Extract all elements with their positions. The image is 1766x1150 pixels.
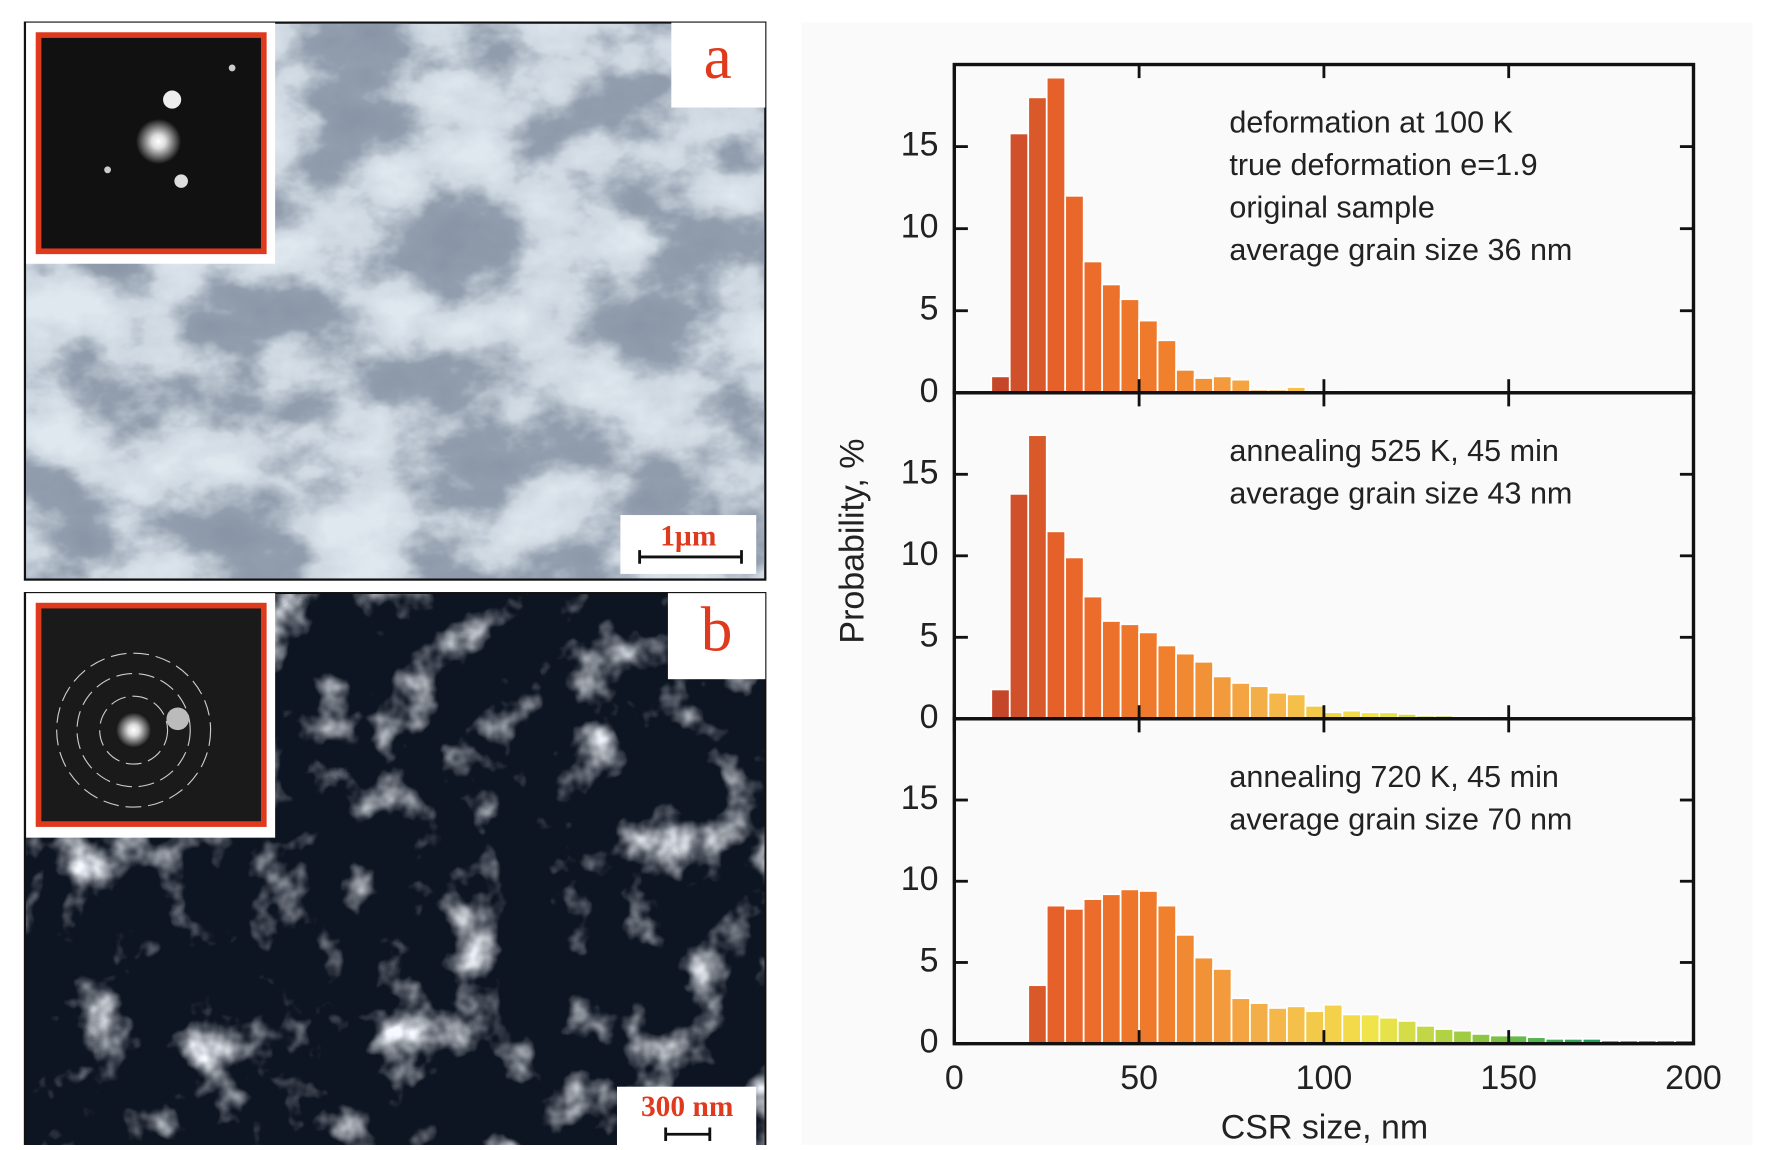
bar: [1175, 652, 1196, 720]
bar: [1008, 132, 1030, 394]
bar: [1212, 675, 1233, 720]
bar: [1082, 898, 1104, 1045]
y-tick-label: 5: [920, 616, 939, 654]
y-tick-label: 15: [901, 126, 939, 164]
bar: [1138, 890, 1159, 1045]
micrograph-b: b 300 nm: [23, 592, 767, 1150]
annotation: average grain size 70 nm: [1229, 802, 1572, 836]
bar: [1212, 968, 1233, 1045]
bar: [1415, 1024, 1436, 1045]
bar: [1156, 644, 1177, 720]
bar: [1101, 620, 1122, 720]
bar: [1045, 530, 1067, 720]
annotation: annealing 720 K, 45 min: [1229, 760, 1558, 794]
bar: [1433, 1028, 1455, 1045]
bar: [1138, 319, 1159, 394]
y-axis-label: Probability, %: [834, 439, 872, 644]
bar: [1027, 96, 1048, 394]
bar: [990, 688, 1011, 720]
bar: [1378, 1016, 1399, 1045]
annotation: average grain size 36 nm: [1229, 233, 1572, 267]
bar: [1452, 1029, 1473, 1045]
bar: [1082, 595, 1104, 720]
bar: [1101, 283, 1122, 394]
bar: [1286, 693, 1307, 720]
bar: [1138, 631, 1159, 720]
bar: [1156, 904, 1177, 1045]
bar: [1193, 660, 1214, 720]
bar: [1193, 377, 1214, 394]
bar: [1341, 1013, 1362, 1045]
bar: [1101, 893, 1122, 1045]
bar: [990, 375, 1011, 394]
y-tick-label: 15: [901, 779, 939, 817]
scale-bar-label: 300 nm: [641, 1091, 733, 1123]
annotation: true deformation e=1.9: [1229, 148, 1537, 182]
bar: [1286, 1005, 1307, 1045]
bar: [1045, 904, 1067, 1045]
annotation: original sample: [1229, 190, 1434, 224]
y-tick-label: 0: [920, 1023, 939, 1061]
x-tick-label: 0: [945, 1059, 964, 1097]
bar: [1323, 1003, 1344, 1045]
bar: [1064, 194, 1085, 394]
bar: [1064, 908, 1085, 1045]
bar: [1082, 260, 1104, 394]
bar: [1027, 984, 1048, 1045]
bar: [1267, 691, 1288, 720]
annotation: average grain size 43 nm: [1229, 476, 1572, 510]
bar: [1249, 1002, 1270, 1045]
bar: [1396, 1020, 1418, 1045]
bar: [1045, 76, 1067, 394]
bar: [1008, 493, 1030, 720]
bar: [1175, 934, 1196, 1045]
bar: [1212, 375, 1233, 394]
y-tick-label: 10: [901, 208, 939, 246]
y-tick-label: 15: [901, 453, 939, 491]
panel-label: b: [701, 595, 733, 665]
bar: [1175, 368, 1196, 394]
panel-label: a: [704, 22, 732, 92]
bar: [1304, 704, 1325, 720]
y-tick-label: 0: [920, 372, 939, 410]
bar: [1119, 298, 1140, 394]
y-tick-label: 5: [920, 941, 939, 979]
histograms: 0 5 10 15 deformation at 100 K true deformati…: [834, 62, 1722, 1147]
y-tick-label: 10: [901, 860, 939, 898]
bar: [1360, 1013, 1381, 1045]
bar: [1193, 956, 1214, 1045]
x-tick-label: 100: [1296, 1059, 1353, 1097]
x-tick-label: 50: [1120, 1059, 1158, 1097]
bar: [1119, 888, 1140, 1045]
y-tick-label: 0: [920, 698, 939, 736]
bar: [1119, 623, 1140, 720]
bar: [1230, 997, 1251, 1045]
scale-bar-label: 1µm: [660, 521, 716, 553]
x-tick-label: 200: [1665, 1059, 1722, 1097]
bar: [1249, 685, 1270, 720]
annotation: deformation at 100 K: [1229, 106, 1513, 140]
y-tick-label: 5: [920, 290, 939, 328]
bar: [1156, 339, 1177, 394]
x-axis-label: CSR size, nm: [1221, 1109, 1428, 1145]
bar: [1304, 1010, 1325, 1045]
micrograph-a: a 1µm: [23, 21, 767, 581]
bar: [1267, 1007, 1288, 1045]
bar: [1064, 556, 1085, 720]
bar: [1230, 378, 1251, 394]
bar: [1230, 682, 1251, 720]
annotation: annealing 525 K, 45 min: [1229, 434, 1558, 468]
y-tick-label: 10: [901, 535, 939, 573]
bar: [1027, 434, 1048, 720]
x-tick-label: 150: [1480, 1059, 1537, 1097]
